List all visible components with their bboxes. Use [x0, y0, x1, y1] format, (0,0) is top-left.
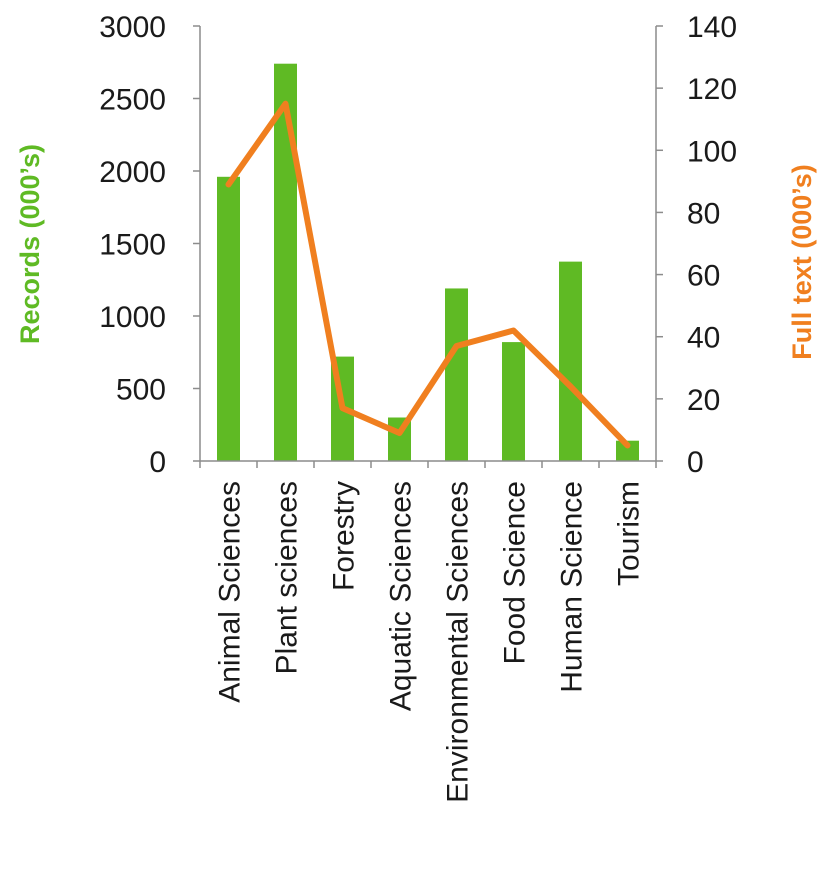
x-category-label: Plant sciences: [271, 481, 304, 674]
bar-6: [559, 261, 582, 461]
right-tick-label: 20: [687, 384, 720, 417]
x-category-label: Forestry: [328, 481, 361, 591]
bar-4: [445, 288, 468, 461]
left-axis-tick-labels: 0 500 1000 1500 2000 2500 3000: [99, 11, 166, 479]
records-bar-series: [217, 63, 639, 462]
left-tick-label: 0: [149, 446, 166, 479]
left-tick-label: 1000: [99, 301, 166, 334]
bar-7: [616, 440, 639, 461]
right-tick-label: 120: [687, 73, 737, 106]
x-axis-category-labels: Animal Sciences Plant sciences Forestry Aqu…: [214, 481, 646, 803]
x-category-label: Human Science: [556, 481, 589, 693]
x-category-label: Food Science: [499, 481, 532, 664]
x-category-label: Aquatic Sciences: [385, 481, 418, 711]
x-category-label: Environmental Sciences: [442, 481, 475, 803]
bar-5: [502, 342, 525, 461]
right-tick-label: 40: [687, 322, 720, 355]
bar-0: [217, 176, 240, 462]
left-tick-label: 2500: [99, 84, 166, 117]
left-tick-label: 3000: [99, 11, 166, 44]
right-tick-label: 0: [687, 446, 704, 479]
right-tick-label: 100: [687, 135, 737, 168]
right-tick-label: 60: [687, 260, 720, 293]
left-tick-label: 500: [116, 374, 166, 407]
right-tick-label: 80: [687, 197, 720, 230]
left-tick-label: 1500: [99, 229, 166, 262]
left-tick-label: 2000: [99, 156, 166, 189]
right-axis-title: Full text (000’s): [787, 164, 817, 360]
x-category-label: Tourism: [613, 481, 646, 586]
right-tick-label: 140: [687, 11, 737, 44]
axes: [193, 25, 663, 468]
x-category-label: Animal Sciences: [214, 481, 247, 703]
right-axis-tick-labels: 0 20 40 60 80 100 120 140: [687, 11, 737, 479]
full-text-line: [225, 100, 631, 449]
left-axis-title: Records (000’s): [15, 144, 45, 344]
bar-1: [274, 63, 297, 461]
